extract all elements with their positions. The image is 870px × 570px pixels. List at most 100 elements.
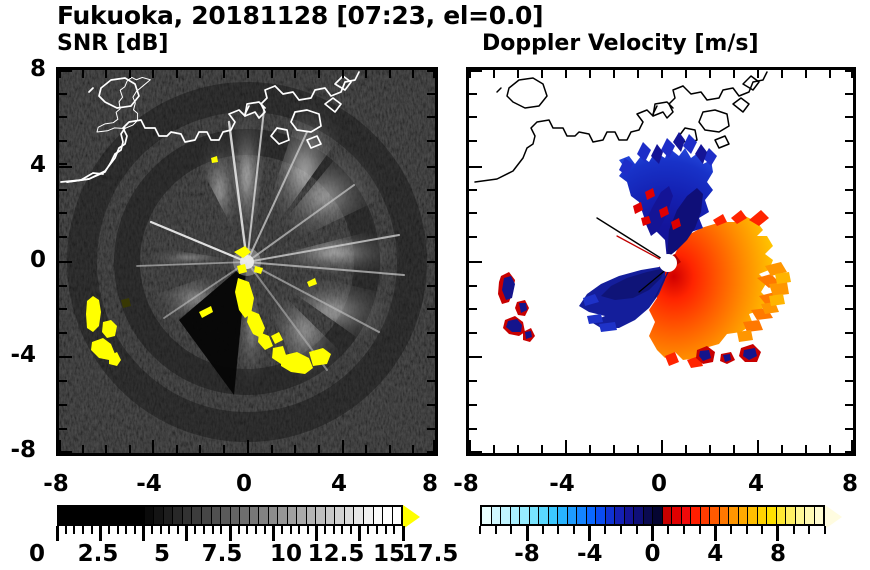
- snr-plot-panel[interactable]: [56, 67, 438, 456]
- snr-colorbar-label: 0: [28, 541, 45, 567]
- snr-xtick-top: [223, 70, 225, 78]
- colorbar-swatch: [201, 507, 212, 524]
- doppler-xtick-top: [661, 70, 663, 78]
- doppler-ytick-major: [469, 356, 482, 358]
- snr-colorbar-tick-minor: [332, 526, 335, 534]
- snr-xtick-top: [389, 70, 391, 78]
- colorbar-swatch: [710, 507, 720, 524]
- doppler-xtick-minor: [781, 445, 783, 453]
- snr-colorbar-tick-minor: [237, 526, 240, 534]
- snr-xlabel-neg8: -8: [43, 471, 69, 497]
- doppler-xtick-minor: [589, 445, 591, 453]
- snr-xtick-major: [342, 440, 344, 453]
- snr-colorbar-tick-minor: [324, 526, 327, 534]
- snr-xtick-top: [59, 70, 61, 78]
- doppler-xlabel-0: 0: [650, 471, 667, 497]
- doppler-colorbar-tick-minor: [824, 526, 826, 534]
- doppler-colorbar[interactable]: [480, 505, 825, 526]
- snr-ytick-right: [427, 404, 435, 406]
- snr-colorbar[interactable]: [57, 505, 403, 526]
- colorbar-swatch: [163, 507, 174, 524]
- doppler-ytick-minor: [469, 285, 477, 287]
- doppler-ytick-minor: [469, 380, 477, 382]
- snr-xtick-top: [433, 70, 435, 78]
- snr-xtick-top: [412, 70, 414, 78]
- colorbar-swatch: [786, 507, 796, 524]
- snr-ytick-minor: [59, 428, 67, 430]
- doppler-plot-area: [469, 70, 853, 453]
- doppler-xtick-top: [805, 70, 807, 78]
- colorbar-swatch: [344, 507, 355, 524]
- snr-xlabel-neg4: -4: [136, 471, 162, 497]
- snr-xtick-top: [176, 70, 178, 78]
- snr-xtick-minor: [129, 445, 131, 453]
- snr-ytick-major: [59, 356, 72, 358]
- snr-ylabel-neg4: -4: [10, 342, 36, 368]
- snr-colorbar-tick-minor: [159, 526, 162, 534]
- snr-ytick-major: [59, 166, 72, 168]
- snr-ytick-minor: [59, 236, 67, 238]
- doppler-xtick-top: [709, 70, 711, 78]
- snr-colorbar-tick-minor: [254, 526, 257, 534]
- colorbar-swatch: [316, 507, 326, 524]
- doppler-plot-panel[interactable]: [466, 67, 856, 456]
- colorbar-swatch: [154, 507, 164, 524]
- doppler-colorbar-over-arrow: [825, 505, 842, 529]
- doppler-colorbar-label: 4: [707, 541, 724, 567]
- doppler-colorbar-label: -4: [576, 541, 603, 567]
- doppler-ytick-major: [469, 261, 482, 263]
- snr-xtick-top: [129, 70, 131, 78]
- snr-xtick-major: [247, 440, 249, 453]
- snr-colorbar-tick-minor: [341, 526, 344, 534]
- colorbar-swatch: [249, 507, 260, 524]
- doppler-colorbar-label: 8: [769, 541, 786, 567]
- snr-ytick-right: [427, 451, 435, 453]
- snr-ylabel-8: 8: [29, 56, 46, 82]
- snr-xtick-minor: [271, 445, 273, 453]
- colorbar-swatch: [757, 507, 767, 524]
- doppler-ytick-minor: [469, 404, 477, 406]
- snr-xlabel-8: 8: [421, 471, 438, 497]
- colorbar-swatch: [748, 507, 758, 524]
- snr-colorbar-tick-minor: [90, 526, 93, 534]
- colorbar-swatch: [482, 507, 492, 524]
- doppler-colorbar-tick-minor: [808, 526, 811, 534]
- snr-xtick-minor: [176, 445, 178, 453]
- colorbar-swatch: [297, 507, 307, 524]
- snr-ytick-minor: [59, 285, 67, 287]
- doppler-xtick-top: [733, 70, 735, 78]
- snr-xtick-top: [247, 70, 249, 78]
- snr-colorbar-tick-minor: [220, 526, 223, 534]
- doppler-xtick-major: [565, 440, 567, 453]
- snr-ytick-right: [427, 189, 435, 191]
- doppler-radar-image: [469, 70, 853, 453]
- doppler-ytick-right: [845, 428, 853, 430]
- snr-colorbar-tick-minor: [211, 526, 214, 534]
- colorbar-swatch: [383, 507, 393, 524]
- colorbar-swatch: [287, 507, 298, 524]
- colorbar-swatch: [719, 507, 729, 524]
- doppler-xtick-minor: [541, 445, 543, 453]
- snr-xtick-minor: [389, 445, 391, 453]
- doppler-ytick-right: [845, 356, 853, 358]
- doppler-xtick-minor: [517, 445, 519, 453]
- doppler-colorbar-tick-minor: [682, 526, 685, 534]
- doppler-xtick-top: [541, 70, 543, 78]
- snr-xtick-top: [342, 70, 344, 78]
- colorbar-swatch: [364, 507, 374, 524]
- doppler-xlabel-neg4: -4: [549, 471, 575, 497]
- doppler-ytick-major: [469, 451, 482, 453]
- doppler-ytick-right: [845, 116, 853, 118]
- doppler-xtick-major: [469, 440, 471, 453]
- doppler-xtick-top: [517, 70, 519, 78]
- colorbar-swatch: [221, 507, 231, 524]
- doppler-xtick-top: [637, 70, 639, 78]
- snr-colorbar-tick-minor: [194, 526, 197, 534]
- colorbar-swatch: [805, 507, 815, 524]
- doppler-xtick-major: [851, 440, 853, 453]
- colorbar-swatch: [354, 507, 364, 524]
- snr-colorbar-tick-major: [358, 526, 362, 541]
- snr-radar-image: [59, 70, 435, 453]
- doppler-colorbar-tick-minor: [792, 526, 795, 534]
